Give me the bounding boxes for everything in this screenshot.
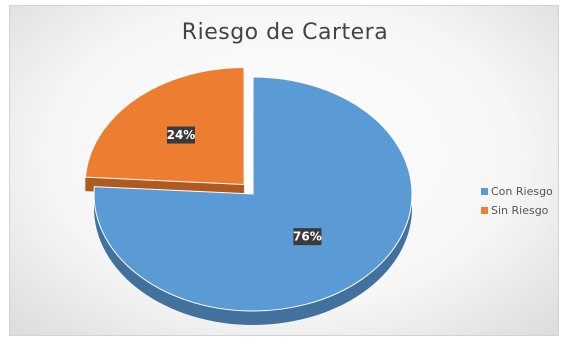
pie-plot: 76% 24% xyxy=(84,67,413,326)
data-label-sin-riesgo: 24% xyxy=(167,128,196,142)
legend-item-sin-riesgo: Sin Riesgo xyxy=(481,201,553,220)
legend-label-con-riesgo: Con Riesgo xyxy=(491,185,553,198)
legend-swatch-sin-riesgo xyxy=(481,207,488,214)
legend-swatch-con-riesgo xyxy=(481,188,488,195)
chart-area: Riesgo de Cartera 76% 24% Con Riesgo Sin … xyxy=(9,5,559,336)
data-label-bg-con-riesgo xyxy=(293,228,322,246)
pie-slice-sin-riesgo xyxy=(84,67,245,186)
data-label-bg-sin-riesgo xyxy=(166,126,195,144)
pie-slice-con-riesgo xyxy=(93,76,413,312)
chart-title: Riesgo de Cartera xyxy=(181,20,389,45)
legend-item-con-riesgo: Con Riesgo xyxy=(481,182,553,201)
legend: Con Riesgo Sin Riesgo xyxy=(481,182,553,220)
data-label-con-riesgo: 76% xyxy=(293,230,322,244)
legend-label-sin-riesgo: Sin Riesgo xyxy=(491,204,549,217)
